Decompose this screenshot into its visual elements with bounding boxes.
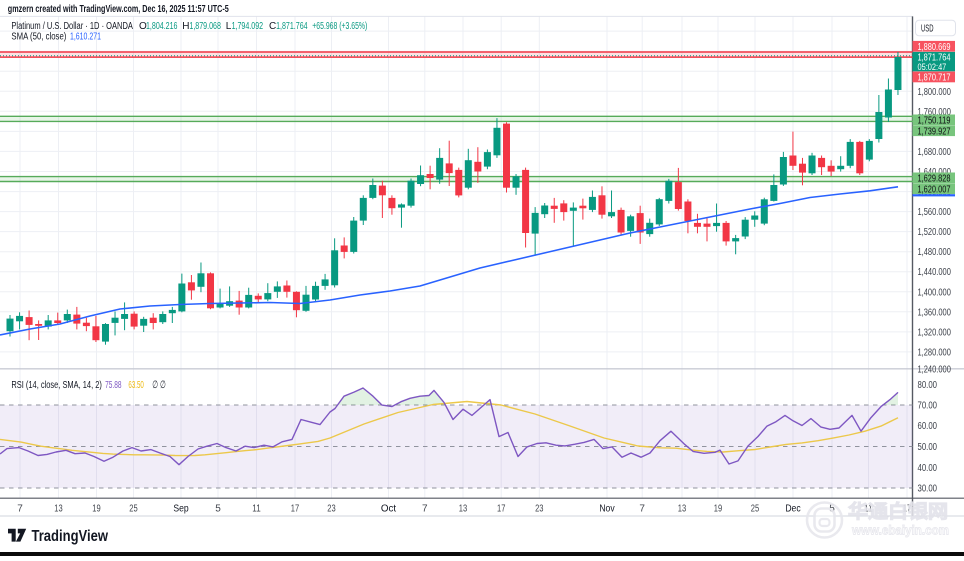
svg-text:19: 19 bbox=[714, 503, 723, 514]
svg-text:1,880.669: 1,880.669 bbox=[918, 42, 951, 53]
svg-text:1,400.000: 1,400.000 bbox=[918, 287, 952, 298]
svg-text:Dec: Dec bbox=[785, 503, 800, 514]
svg-text:1,680.000: 1,680.000 bbox=[918, 147, 952, 158]
svg-text:1,794.092: 1,794.092 bbox=[232, 21, 264, 32]
svg-text:1,360.000: 1,360.000 bbox=[918, 307, 952, 318]
svg-text:75.88: 75.88 bbox=[105, 380, 122, 391]
svg-text:17: 17 bbox=[497, 503, 506, 514]
svg-text:1,440.000: 1,440.000 bbox=[918, 267, 952, 278]
svg-text:13: 13 bbox=[459, 503, 468, 514]
svg-text:+65.968 (+3.65%): +65.968 (+3.65%) bbox=[312, 21, 367, 32]
svg-text:7: 7 bbox=[639, 503, 645, 514]
svg-text:25: 25 bbox=[751, 503, 760, 514]
svg-text:1,560.000: 1,560.000 bbox=[918, 207, 952, 218]
svg-text:17: 17 bbox=[291, 503, 300, 514]
svg-text:Platinum / U.S. Dollar · 1D ·: Platinum / U.S. Dollar · 1D · OANDA bbox=[11, 21, 133, 32]
svg-text:7: 7 bbox=[17, 503, 23, 514]
svg-text:11: 11 bbox=[252, 503, 261, 514]
svg-text:1,739.927: 1,739.927 bbox=[918, 126, 951, 137]
svg-text:7: 7 bbox=[422, 503, 428, 514]
svg-text:80.00: 80.00 bbox=[918, 380, 938, 391]
svg-text:1,800.000: 1,800.000 bbox=[918, 87, 952, 98]
svg-text:1,320.000: 1,320.000 bbox=[918, 327, 952, 338]
svg-text:Nov: Nov bbox=[599, 503, 614, 514]
svg-text:L: L bbox=[226, 21, 232, 32]
svg-text:RSI (14, close, SMA, 14, 2): RSI (14, close, SMA, 14, 2) bbox=[11, 380, 102, 391]
svg-text:13: 13 bbox=[678, 503, 687, 514]
svg-text:华通白银网: 华通白银网 bbox=[848, 501, 948, 522]
svg-text:SMA (50, close): SMA (50, close) bbox=[11, 32, 66, 43]
svg-text:60.00: 60.00 bbox=[918, 421, 938, 432]
svg-text:∅ ∅: ∅ ∅ bbox=[152, 379, 166, 391]
svg-text:1,879.068: 1,879.068 bbox=[189, 21, 221, 32]
svg-text:1,280.000: 1,280.000 bbox=[918, 347, 952, 358]
svg-text:1,804.216: 1,804.216 bbox=[146, 21, 178, 32]
svg-text:5: 5 bbox=[215, 503, 221, 514]
svg-text:www.ebaiyin.com: www.ebaiyin.com bbox=[851, 524, 949, 538]
svg-text:50.00: 50.00 bbox=[918, 442, 938, 453]
svg-text:1,240.000: 1,240.000 bbox=[918, 365, 952, 376]
svg-text:40.00: 40.00 bbox=[918, 463, 938, 474]
svg-text:gmzern created with TradingVie: gmzern created with TradingView.com, Dec… bbox=[8, 3, 229, 15]
svg-text:30.00: 30.00 bbox=[918, 484, 938, 495]
svg-text:1,871.764: 1,871.764 bbox=[918, 53, 951, 64]
svg-text:1,480.000: 1,480.000 bbox=[918, 247, 952, 258]
svg-text:TradingView: TradingView bbox=[32, 528, 109, 545]
svg-text:63.50: 63.50 bbox=[128, 380, 144, 391]
svg-text:C: C bbox=[269, 21, 276, 32]
svg-text:1,620.007: 1,620.007 bbox=[918, 184, 951, 195]
svg-text:1,610.271: 1,610.271 bbox=[70, 32, 101, 43]
svg-text:H: H bbox=[182, 21, 189, 32]
svg-text:05:02:47: 05:02:47 bbox=[918, 62, 947, 73]
svg-text:23: 23 bbox=[535, 503, 544, 514]
svg-text:23: 23 bbox=[327, 503, 336, 514]
svg-text:70.00: 70.00 bbox=[918, 401, 938, 412]
svg-text:USD: USD bbox=[921, 24, 934, 35]
svg-text:13: 13 bbox=[54, 503, 63, 514]
svg-text:Sep: Sep bbox=[173, 503, 189, 514]
svg-text:19: 19 bbox=[92, 503, 101, 514]
svg-text:1,520.000: 1,520.000 bbox=[918, 227, 952, 238]
svg-text:25: 25 bbox=[129, 503, 138, 514]
svg-text:17: 17 bbox=[903, 503, 912, 514]
svg-text:1,750.119: 1,750.119 bbox=[918, 115, 951, 126]
svg-text:1,629.828: 1,629.828 bbox=[918, 173, 951, 184]
svg-text:Oct: Oct bbox=[381, 503, 397, 514]
svg-text:1,871.764: 1,871.764 bbox=[276, 21, 308, 32]
svg-text:1,760.000: 1,760.000 bbox=[918, 107, 952, 118]
svg-text:O: O bbox=[139, 21, 147, 32]
svg-text:11: 11 bbox=[864, 503, 873, 514]
svg-text:1,870.717: 1,870.717 bbox=[918, 73, 951, 84]
